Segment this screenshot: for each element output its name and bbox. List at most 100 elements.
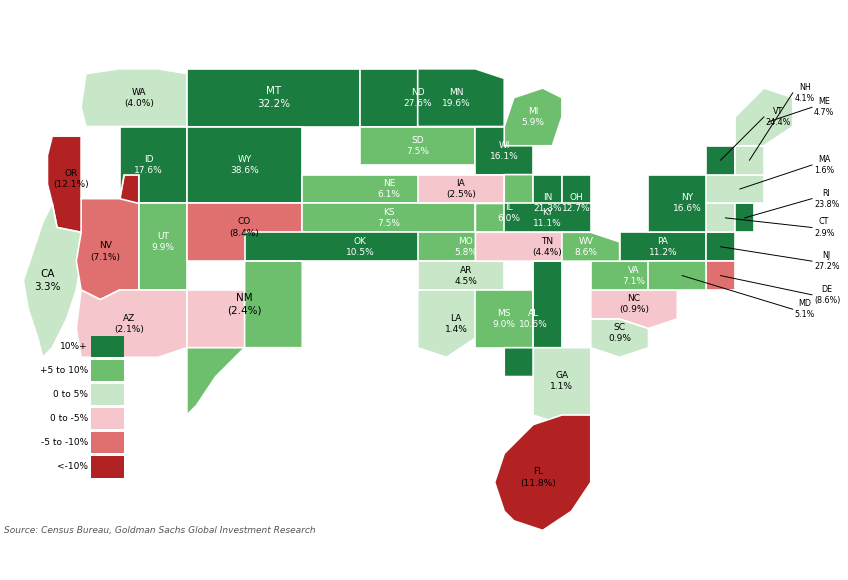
Text: VT
24.4%: VT 24.4% — [766, 107, 791, 127]
Text: RI
23.8%: RI 23.8% — [814, 188, 840, 209]
Bar — [91, 456, 125, 477]
Polygon shape — [476, 126, 533, 175]
Polygon shape — [76, 290, 187, 357]
Text: FL
(11.8%): FL (11.8%) — [520, 467, 555, 488]
Text: MS
9.0%: MS 9.0% — [493, 309, 516, 329]
Polygon shape — [735, 88, 793, 146]
Text: Source: Census Bureau, Goldman Sachs Global Investment Research: Source: Census Bureau, Goldman Sachs Glo… — [4, 526, 315, 535]
Text: MI
5.9%: MI 5.9% — [522, 107, 544, 127]
Polygon shape — [47, 136, 139, 233]
Polygon shape — [505, 204, 591, 233]
Text: NH
4.1%: NH 4.1% — [795, 83, 815, 103]
Text: NJ
27.2%: NJ 27.2% — [814, 251, 840, 271]
Polygon shape — [620, 233, 706, 261]
Polygon shape — [187, 126, 302, 204]
Text: MA
1.6%: MA 1.6% — [814, 155, 834, 175]
Polygon shape — [187, 69, 360, 126]
Bar — [91, 360, 125, 382]
Bar — [91, 336, 125, 357]
Polygon shape — [187, 204, 302, 261]
Text: CT
2.9%: CT 2.9% — [814, 218, 834, 238]
Polygon shape — [706, 261, 735, 290]
Text: IL
6.0%: IL 6.0% — [498, 203, 521, 223]
Text: TN
(4.4%): TN (4.4%) — [533, 237, 562, 257]
Text: SC
0.9%: SC 0.9% — [608, 323, 631, 343]
Polygon shape — [360, 69, 476, 126]
Text: NE
6.1%: NE 6.1% — [377, 179, 400, 199]
Polygon shape — [591, 290, 678, 328]
Polygon shape — [505, 88, 562, 146]
Text: 10%+: 10%+ — [60, 342, 88, 351]
Text: UT
9.9%: UT 9.9% — [151, 232, 175, 252]
Polygon shape — [706, 204, 735, 233]
Polygon shape — [302, 175, 476, 204]
Text: AR
4.5%: AR 4.5% — [455, 266, 477, 285]
Polygon shape — [533, 175, 562, 233]
Text: WI
16.1%: WI 16.1% — [490, 140, 519, 161]
Text: CO
(8.4%): CO (8.4%) — [230, 218, 259, 238]
Text: NV
(7.1%): NV (7.1%) — [90, 241, 120, 262]
Polygon shape — [418, 69, 505, 126]
Polygon shape — [591, 319, 649, 357]
Polygon shape — [591, 261, 678, 290]
Text: KS
7.5%: KS 7.5% — [377, 208, 400, 228]
Text: OR
(12.1%): OR (12.1%) — [53, 169, 89, 190]
Polygon shape — [706, 233, 735, 261]
Polygon shape — [476, 175, 533, 261]
Text: KY
11.1%: KY 11.1% — [533, 208, 562, 228]
Text: MO
5.8%: MO 5.8% — [455, 237, 477, 257]
Text: NM
(2.4%): NM (2.4%) — [227, 293, 262, 316]
Polygon shape — [649, 175, 735, 233]
Polygon shape — [476, 233, 620, 261]
Polygon shape — [649, 261, 706, 290]
Polygon shape — [735, 146, 764, 175]
Text: VA
7.1%: VA 7.1% — [622, 266, 645, 285]
Text: IN
21.3%: IN 21.3% — [533, 193, 562, 213]
Text: NY
16.6%: NY 16.6% — [672, 193, 701, 213]
Text: PA
11.2%: PA 11.2% — [649, 237, 678, 257]
Text: GA
1.1%: GA 1.1% — [550, 371, 573, 392]
Text: SD
7.5%: SD 7.5% — [406, 136, 429, 156]
Polygon shape — [187, 261, 302, 415]
Polygon shape — [418, 233, 505, 261]
Polygon shape — [139, 204, 187, 290]
Polygon shape — [244, 233, 476, 261]
Text: OH
12.7%: OH 12.7% — [562, 193, 591, 213]
Bar — [91, 384, 125, 405]
Text: <-10%: <-10% — [57, 462, 88, 472]
Polygon shape — [418, 261, 505, 290]
Text: IA
(2.5%): IA (2.5%) — [446, 179, 476, 199]
Polygon shape — [24, 204, 81, 357]
Text: WV
8.6%: WV 8.6% — [574, 237, 598, 257]
Text: ME
4.7%: ME 4.7% — [814, 97, 834, 117]
Text: AZ
(2.1%): AZ (2.1%) — [114, 314, 144, 334]
Text: NC
(0.9%): NC (0.9%) — [619, 295, 649, 314]
Polygon shape — [187, 261, 302, 347]
Polygon shape — [418, 175, 505, 204]
Text: TX
7.0%: TX 7.0% — [241, 356, 267, 378]
Text: MD
5.1%: MD 5.1% — [795, 299, 815, 319]
Polygon shape — [302, 204, 476, 233]
Text: 0 to 5%: 0 to 5% — [53, 390, 88, 399]
Polygon shape — [562, 175, 591, 233]
Text: MN
19.6%: MN 19.6% — [442, 88, 471, 108]
Polygon shape — [494, 415, 591, 531]
Text: OK
10.5%: OK 10.5% — [346, 237, 374, 257]
Polygon shape — [706, 146, 735, 175]
Polygon shape — [706, 175, 764, 204]
Text: ID
17.6%: ID 17.6% — [134, 155, 163, 175]
Text: WA
(4.0%): WA (4.0%) — [124, 88, 153, 108]
Text: LA
1.4%: LA 1.4% — [444, 314, 467, 334]
Text: CA
3.3%: CA 3.3% — [34, 269, 61, 292]
Text: MT
32.2%: MT 32.2% — [257, 86, 290, 109]
Polygon shape — [562, 233, 620, 261]
Text: -5 to -10%: -5 to -10% — [41, 438, 88, 447]
Polygon shape — [533, 347, 591, 425]
Polygon shape — [76, 198, 139, 300]
Polygon shape — [360, 126, 476, 165]
Bar — [91, 408, 125, 429]
Polygon shape — [418, 290, 505, 357]
Polygon shape — [81, 69, 187, 126]
Text: ND
27.6%: ND 27.6% — [404, 88, 432, 108]
Polygon shape — [120, 126, 187, 204]
